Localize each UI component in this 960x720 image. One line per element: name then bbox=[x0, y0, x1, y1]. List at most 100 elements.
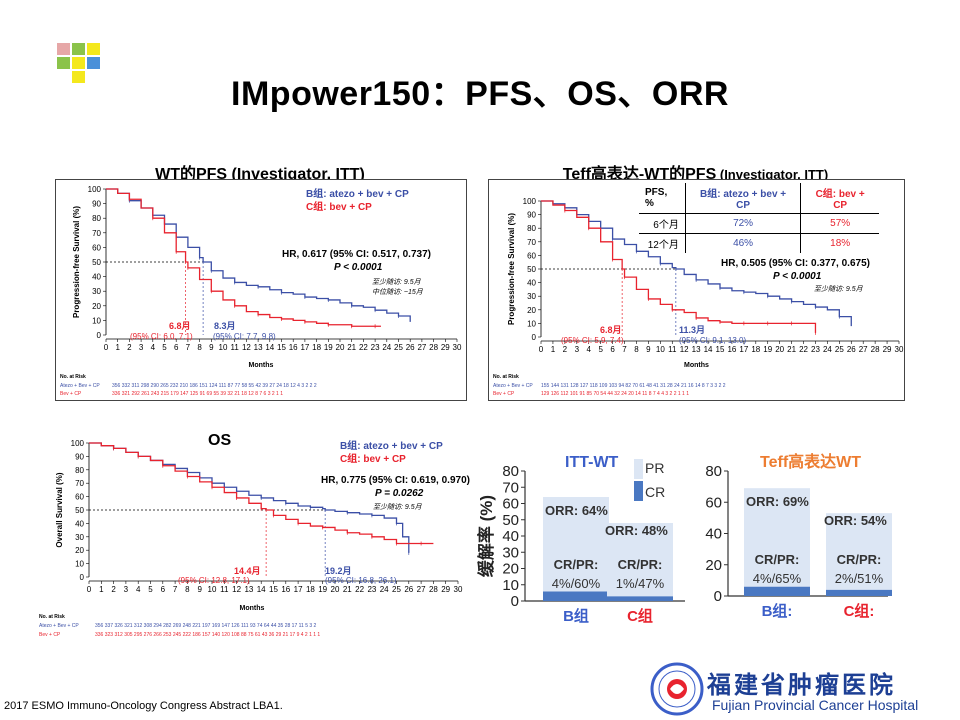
wt-pfs-x-tick-label: 25 bbox=[394, 343, 403, 352]
slide-logo-squares bbox=[57, 43, 100, 83]
wt-pfs-x-tick-label: 18 bbox=[312, 343, 321, 352]
teff-table-row1-c: 18% bbox=[800, 233, 879, 253]
teff-pfs-title-rest: (Investigator, ITT) bbox=[716, 167, 829, 182]
itt-y-tick-label: 50 bbox=[502, 512, 519, 529]
os-y-tick-label: 50 bbox=[75, 506, 84, 515]
wt-pfs-x-tick-label: 10 bbox=[219, 343, 228, 352]
teff-pfs-x-tick-label: 26 bbox=[847, 345, 856, 354]
teff-pfs-x-tick-label: 19 bbox=[763, 345, 772, 354]
wt-pfs-x-tick-label: 2 bbox=[127, 343, 132, 352]
wt-pfs-y-tick-label: 0 bbox=[97, 331, 102, 340]
teff-pfs-x-tick-label: 22 bbox=[799, 345, 808, 354]
os-y-tick-label: 20 bbox=[75, 546, 84, 555]
wt-pfs-x-tick-label: 3 bbox=[139, 343, 144, 352]
teff-pfs-median-b: 11.3月 bbox=[679, 325, 706, 335]
teff-bar-pr-1 bbox=[826, 513, 892, 596]
itt-bar-pr-0 bbox=[543, 497, 609, 601]
wt-pfs-x-tick-label: 17 bbox=[300, 343, 309, 352]
itt-category-1: C组 bbox=[627, 607, 653, 625]
wt-pfs-ci-b: (95% CI: 7.7, 9.8) bbox=[213, 332, 276, 341]
wt-pfs-title: WT的PFS (Investigator, ITT) bbox=[155, 166, 365, 183]
teff-pfs-risk-b: 155 144 131 128 127 118 109 103 94 82 70… bbox=[541, 383, 726, 389]
itt-legend-cr-swatch bbox=[634, 481, 643, 501]
teff-orr-label-1: ORR: 54% bbox=[824, 513, 887, 528]
wt-pfs-y-tick-label: 50 bbox=[92, 258, 101, 267]
wt-pfs-risk-title: No. at Risk bbox=[60, 374, 86, 380]
wt-pfs-x-tick-label: 9 bbox=[209, 343, 214, 352]
os-ci-c: (95% CI: 12.8, 17.1) bbox=[178, 576, 250, 585]
wt-pfs-risk-c: 336 321 292 261 243 215 179 147 125 91 6… bbox=[112, 391, 283, 397]
wt-pfs-x-tick-label: 0 bbox=[104, 343, 109, 352]
wt-pfs-y-tick-label: 100 bbox=[88, 185, 102, 194]
wt-pfs-x-tick-label: 20 bbox=[336, 343, 345, 352]
os-x-tick-label: 21 bbox=[343, 585, 352, 594]
teff-pfs-x-tick-label: 0 bbox=[539, 345, 544, 354]
os-x-tick-label: 1 bbox=[99, 585, 104, 594]
teff-pfs-y-tick-label: 20 bbox=[527, 306, 536, 315]
teff-pfs-x-tick-label: 29 bbox=[883, 345, 892, 354]
os-x-tick-label: 5 bbox=[148, 585, 153, 594]
teff-pfs-panel: 0 10 20 30 40 50 60 70 80 90 100 0 1 2 3 4 5 6 7 8 9 10 11 12 13… bbox=[488, 179, 905, 401]
teff-y-tick-label: 20 bbox=[705, 557, 722, 574]
teff-y-tick-label: 80 bbox=[705, 463, 722, 480]
os-risk-b-label: Atezo + Bev + CP bbox=[39, 623, 79, 629]
teff-pfs-y-tick-label: 70 bbox=[527, 238, 536, 247]
os-x-tick-label: 7 bbox=[173, 585, 178, 594]
os-median-b: 19.2月 bbox=[325, 566, 352, 576]
itt-legend-cr: CR bbox=[645, 484, 665, 500]
teff-pfs-y-tick-label: 30 bbox=[527, 292, 536, 301]
teff-pfs-y-tick-label: 80 bbox=[527, 224, 536, 233]
footer-citation: 2017 ESMO Immuno-Oncology Congress Abstr… bbox=[4, 700, 283, 712]
os-x-tick-label: 0 bbox=[87, 585, 92, 594]
os-y-tick-label: 100 bbox=[71, 439, 85, 448]
wt-pfs-x-tick-label: 11 bbox=[231, 343, 240, 352]
wt-pfs-x-tick-label: 8 bbox=[197, 343, 202, 352]
wt-pfs-panel: 0 10 20 30 40 50 60 70 80 90 100 0 1 2 3 4 5 6 7 8 9 10 11 12 13… bbox=[55, 179, 467, 401]
teff-crpr-label-0: CR/PR: bbox=[755, 552, 800, 567]
os-note1: 至少随访: 9.5月 bbox=[373, 504, 422, 511]
itt-y-tick-label: 30 bbox=[502, 544, 519, 561]
os-x-tick-label: 2 bbox=[111, 585, 116, 594]
os-curve-c bbox=[89, 442, 434, 545]
os-x-tick-label: 27 bbox=[417, 585, 426, 594]
wt-pfs-x-tick-label: 23 bbox=[371, 343, 380, 352]
teff-pfs-ylabel: Progression-free Survival (%) bbox=[507, 213, 516, 325]
itt-bar-cr-1 bbox=[607, 596, 673, 601]
teff-pfs-x-tick-label: 16 bbox=[727, 345, 736, 354]
wt-pfs-risk-b: 356 332 311 298 290 265 232 210 186 151 … bbox=[112, 383, 317, 389]
os-x-tick-label: 16 bbox=[281, 585, 290, 594]
teff-pfs-table: PFS, % B组: atezo + bev + CP C组: bev + CP… bbox=[639, 183, 879, 253]
teff-bar-cr-1 bbox=[826, 589, 892, 596]
teff-pfs-ci-b: (95% CI: 9.1, 13.0) bbox=[679, 336, 747, 345]
wt-pfs-x-tick-label: 14 bbox=[265, 343, 274, 352]
itt-bar-pr-1 bbox=[607, 523, 673, 601]
wt-pfs-x-tick-label: 28 bbox=[429, 343, 438, 352]
teff-bar-cr-0 bbox=[744, 586, 810, 596]
os-x-tick-label: 9 bbox=[197, 585, 202, 594]
teff-table-row1-label: 12个月 bbox=[647, 240, 679, 251]
os-x-tick-label: 14 bbox=[257, 585, 266, 594]
itt-y-tick-label: 70 bbox=[502, 479, 519, 496]
hospital-name-cn: 福建省肿瘤医院 bbox=[707, 672, 896, 699]
wt-pfs-y-tick-label: 30 bbox=[92, 287, 101, 296]
wt-pfs-x-tick-label: 5 bbox=[162, 343, 167, 352]
itt-y-tick-label: 20 bbox=[502, 561, 519, 578]
os-x-tick-label: 25 bbox=[392, 585, 401, 594]
os-x-tick-label: 4 bbox=[136, 585, 141, 594]
wt-pfs-x-tick-label: 6 bbox=[174, 343, 179, 352]
teff-category-1: C组: bbox=[844, 602, 875, 620]
itt-y-tick-label: 0 bbox=[511, 593, 519, 610]
teff-pfs-note1: 至少随访: 9.5月 bbox=[814, 286, 863, 293]
teff-y-tick-label: 40 bbox=[705, 526, 722, 543]
itt-category-0: B组 bbox=[563, 607, 589, 625]
teff-pfs-hr: HR, 0.505 (95% CI: 0.377, 0.675) bbox=[721, 258, 870, 269]
wt-pfs-note2: 中位随访: ~15月 bbox=[372, 289, 423, 296]
teff-table-row0-label: 6个月 bbox=[653, 220, 679, 231]
teff-pfs-y-tick-label: 90 bbox=[527, 211, 536, 220]
itt-crpr-label-1: CR/PR: bbox=[618, 557, 663, 572]
teff-pfs-y-tick-label: 50 bbox=[527, 265, 536, 274]
teff-table-header-2: C组: bev + CP bbox=[800, 183, 879, 214]
